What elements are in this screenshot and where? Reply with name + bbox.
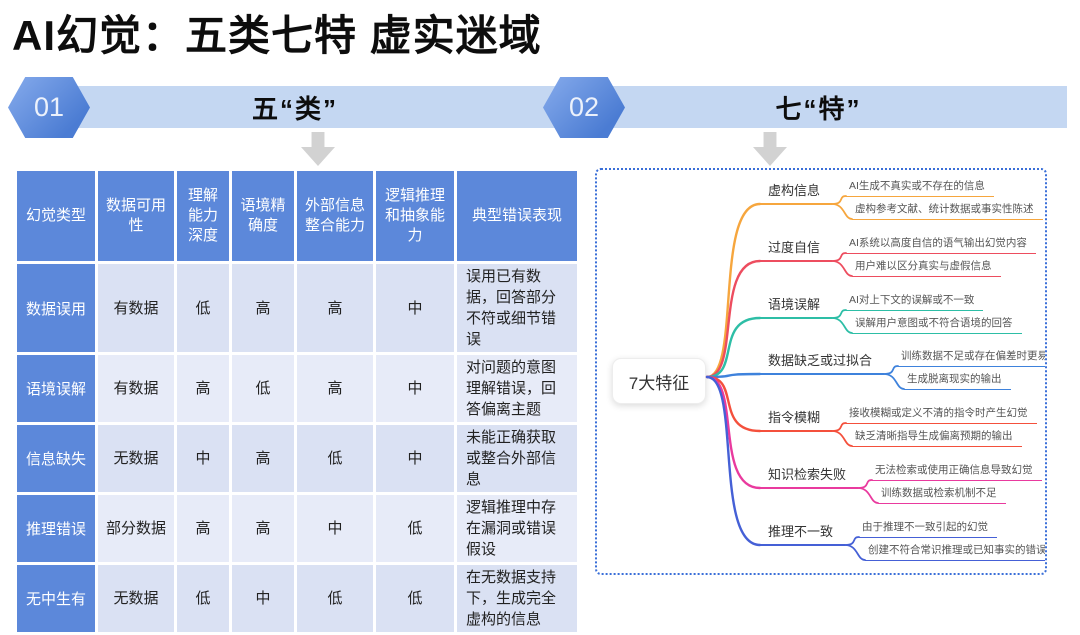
table-cell: 高 bbox=[232, 425, 294, 492]
mindmap-canvas: 7大特征 虚构信息 AI生成不真实或不存在的信息虚构参考文献、统计数据或事实性陈述… bbox=[597, 170, 1045, 573]
table-row: 推理错误 部分数据 高 高 中 低 逻辑推理中存在漏洞或错误假设 bbox=[17, 495, 577, 562]
table-row: 无中生有 无数据 低 中 低 低 在无数据支持下，生成完全虚构的信息 bbox=[17, 565, 577, 632]
mindmap-topic-label: 数据缺乏或过拟合 bbox=[760, 350, 885, 375]
table-cell: 误用已有数据，回答部分不符或细节错误 bbox=[457, 264, 577, 352]
table-cell: 无数据 bbox=[98, 425, 174, 492]
table-cell: 未能正确获取或整合外部信息 bbox=[457, 425, 577, 492]
mindmap-leaf-label: 无法检索或使用正确信息导致幻觉 bbox=[872, 462, 1042, 481]
table-cell: 逻辑推理中存在漏洞或错误假设 bbox=[457, 495, 577, 562]
table-header-cell: 语境精确度 bbox=[232, 171, 294, 261]
table-header-cell: 数据可用性 bbox=[98, 171, 174, 261]
mindmap-leaf-label: 虚构参考文献、统计数据或事实性陈述 bbox=[852, 201, 1043, 220]
down-arrow-icon bbox=[753, 132, 787, 166]
section-number-01: 01 bbox=[33, 92, 65, 122]
mindmap-branches-svg bbox=[705, 195, 905, 561]
table-cell: 高 bbox=[232, 264, 294, 352]
mindmap-topic-label: 知识检索失败 bbox=[760, 464, 859, 489]
mindmap-leaf-label: 由于推理不一致引起的幻觉 bbox=[859, 519, 997, 538]
mindmap-root-label: 7大特征 bbox=[628, 373, 690, 393]
mindmap-topic-label: 过度自信 bbox=[760, 237, 833, 262]
table-cell: 部分数据 bbox=[98, 495, 174, 562]
table-cell: 低 bbox=[177, 264, 229, 352]
mindmap-leaf-label: 误解用户意图或不符合语境的回答 bbox=[852, 315, 1022, 334]
row-label-cell: 信息缺失 bbox=[17, 425, 95, 492]
table-cell: 中 bbox=[376, 425, 454, 492]
table-cell: 中 bbox=[177, 425, 229, 492]
table-cell: 无数据 bbox=[98, 565, 174, 632]
mindmap-panel: 7大特征 虚构信息 AI生成不真实或不存在的信息虚构参考文献、统计数据或事实性陈述… bbox=[595, 168, 1047, 575]
mindmap-leaf-label: 生成脱离现实的输出 bbox=[904, 371, 1011, 390]
table-cell: 高 bbox=[177, 495, 229, 562]
mindmap-root-node: 7大特征 bbox=[612, 358, 706, 404]
table-row: 语境误解 有数据 高 低 高 中 对问题的意图理解错误，回答偏离主题 bbox=[17, 355, 577, 422]
down-arrow-icon bbox=[301, 132, 335, 166]
mindmap-topic-label: 推理不一致 bbox=[760, 521, 846, 546]
table-cell: 中 bbox=[376, 264, 454, 352]
table-cell: 高 bbox=[177, 355, 229, 422]
table-cell: 对问题的意图理解错误，回答偏离主题 bbox=[457, 355, 577, 422]
table-cell: 中 bbox=[232, 565, 294, 632]
mindmap-leaf-label: 接收模糊或定义不清的指令时产生幻觉 bbox=[846, 405, 1037, 424]
row-label-cell: 数据误用 bbox=[17, 264, 95, 352]
table-header-cell: 幻觉类型 bbox=[17, 171, 95, 261]
mindmap-leaf-label: 创建不符合常识推理或已知事实的错误叙述 bbox=[865, 542, 1045, 561]
table-header-cell: 逻辑推理和抽象能力 bbox=[376, 171, 454, 261]
mindmap-leaf-label: AI生成不真实或不存在的信息 bbox=[846, 178, 994, 197]
table-cell: 中 bbox=[376, 355, 454, 422]
table-cell: 低 bbox=[177, 565, 229, 632]
row-label-cell: 无中生有 bbox=[17, 565, 95, 632]
table-cell: 高 bbox=[232, 495, 294, 562]
table-cell: 在无数据支持下，生成完全虚构的信息 bbox=[457, 565, 577, 632]
section-bar-seven-features: 七“特” bbox=[570, 86, 1067, 128]
section-badge-01: 01 bbox=[8, 77, 90, 138]
table-header-row: 幻觉类型 数据可用性 理解能力深度 语境精确度 外部信息整合能力 逻辑推理和抽象… bbox=[17, 171, 577, 261]
mindmap-leaf-label: 训练数据不足或存在偏差时更易发生幻觉 bbox=[898, 348, 1045, 367]
mindmap-leaf-label: 缺乏清晰指导生成偏离预期的输出 bbox=[852, 428, 1022, 447]
section-badge-02: 02 bbox=[543, 77, 625, 138]
table-header-cell: 外部信息整合能力 bbox=[297, 171, 373, 261]
hallucination-table: 幻觉类型 数据可用性 理解能力深度 语境精确度 外部信息整合能力 逻辑推理和抽象… bbox=[14, 168, 580, 635]
row-label-cell: 推理错误 bbox=[17, 495, 95, 562]
mindmap-topic-label: 语境误解 bbox=[760, 294, 833, 319]
table-cell: 低 bbox=[376, 565, 454, 632]
table-header-cell: 典型错误表现 bbox=[457, 171, 577, 261]
mindmap-topic-label: 虚构信息 bbox=[760, 180, 833, 205]
section-label-seven-features: 七“特” bbox=[775, 93, 862, 124]
table-row: 数据误用 有数据 低 高 高 中 误用已有数据，回答部分不符或细节错误 bbox=[17, 264, 577, 352]
mindmap-leaf-label: 训练数据或检索机制不足 bbox=[878, 485, 1006, 504]
table-cell: 低 bbox=[297, 425, 373, 492]
mindmap-topic-label: 指令模糊 bbox=[760, 407, 833, 432]
table-cell: 有数据 bbox=[98, 355, 174, 422]
table-cell: 中 bbox=[297, 495, 373, 562]
table-header-cell: 理解能力深度 bbox=[177, 171, 229, 261]
mindmap-leaf-label: 用户难以区分真实与虚假信息 bbox=[852, 258, 1001, 277]
table-cell: 低 bbox=[297, 565, 373, 632]
mindmap-leaf-label: AI对上下文的误解或不一致 bbox=[846, 292, 984, 311]
section-bar-five-types: 五“类” bbox=[30, 86, 560, 128]
table-cell: 低 bbox=[232, 355, 294, 422]
table-cell: 有数据 bbox=[98, 264, 174, 352]
table-cell: 高 bbox=[297, 264, 373, 352]
mindmap-leaf-label: AI系统以高度自信的语气输出幻觉内容 bbox=[846, 235, 1036, 254]
section-label-five-types: 五“类” bbox=[251, 93, 338, 124]
table-row: 信息缺失 无数据 中 高 低 中 未能正确获取或整合外部信息 bbox=[17, 425, 577, 492]
page-title: AI幻觉：五类七特 虚实迷域 bbox=[12, 12, 542, 59]
row-label-cell: 语境误解 bbox=[17, 355, 95, 422]
section-number-02: 02 bbox=[568, 92, 600, 122]
table-cell: 低 bbox=[376, 495, 454, 562]
table-cell: 高 bbox=[297, 355, 373, 422]
